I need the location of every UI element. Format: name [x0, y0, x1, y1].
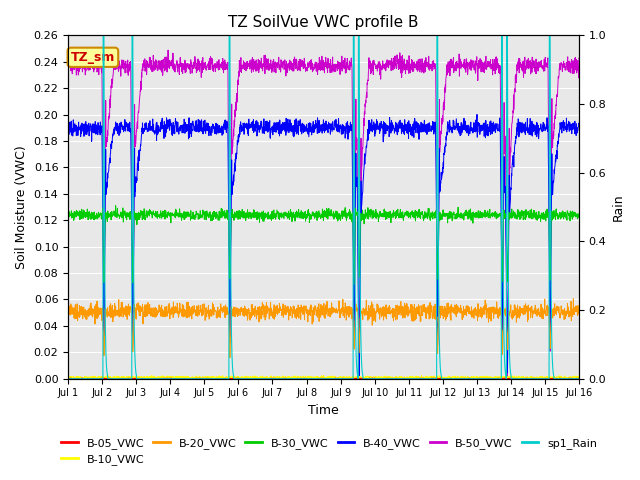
Y-axis label: Soil Moisture (VWC): Soil Moisture (VWC)	[15, 145, 28, 269]
Legend: B-05_VWC, B-10_VWC, B-20_VWC, B-30_VWC, B-40_VWC, B-50_VWC, sp1_Rain: B-05_VWC, B-10_VWC, B-20_VWC, B-30_VWC, …	[57, 433, 602, 469]
Title: TZ SoilVue VWC profile B: TZ SoilVue VWC profile B	[228, 15, 419, 30]
Y-axis label: Rain: Rain	[612, 193, 625, 221]
X-axis label: Time: Time	[308, 404, 339, 417]
Text: TZ_sm: TZ_sm	[70, 51, 115, 64]
